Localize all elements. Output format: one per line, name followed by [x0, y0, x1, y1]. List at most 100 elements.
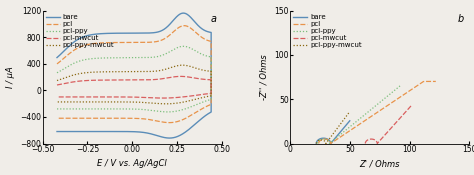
bare	[314, 142, 319, 144]
pcl-mwcut	[377, 139, 383, 142]
pcl	[182, 25, 187, 27]
pcl-mwcut	[403, 110, 409, 112]
pcl-ppy	[121, 108, 127, 110]
pcl-ppy	[387, 93, 392, 95]
pcl	[179, 25, 185, 27]
pcl-ppy-mwcut	[121, 101, 127, 103]
X-axis label: E / V vs. Ag/AgCl: E / V vs. Ag/AgCl	[97, 159, 167, 169]
pcl-mwcut	[363, 142, 368, 145]
pcl-ppy-mwcut	[86, 71, 91, 74]
pcl-ppy	[398, 84, 404, 86]
Line: pcl: pcl	[57, 26, 211, 123]
pcl-ppy	[86, 58, 91, 60]
pcl-ppy-mwcut	[347, 111, 353, 113]
bare	[166, 137, 172, 139]
pcl-mwcut	[366, 138, 372, 141]
pcl	[150, 119, 156, 121]
bare	[329, 141, 335, 143]
Line: pcl-ppy-mwcut: pcl-ppy-mwcut	[57, 65, 211, 104]
pcl-ppy-mwcut	[191, 66, 196, 68]
pcl-ppy-mwcut	[180, 64, 185, 66]
pcl-ppy	[116, 108, 122, 110]
pcl-ppy-mwcut	[313, 142, 319, 144]
bare	[181, 12, 186, 14]
pcl	[191, 29, 196, 31]
pcl-mwcut	[86, 79, 91, 82]
Legend: bare, pcl, pcl-ppy, pcl-mwcut, pcl-ppy-mwcut: bare, pcl, pcl-ppy, pcl-mwcut, pcl-ppy-m…	[292, 13, 363, 50]
bare	[54, 131, 60, 133]
pcl	[121, 117, 127, 119]
pcl-mwcut	[54, 96, 60, 98]
pcl	[54, 117, 60, 119]
bare	[86, 34, 91, 36]
pcl-ppy-mwcut	[313, 142, 319, 145]
pcl-ppy-mwcut	[150, 102, 156, 104]
pcl	[324, 138, 330, 141]
pcl-ppy-mwcut	[323, 142, 328, 145]
pcl-ppy	[191, 48, 196, 51]
pcl-ppy-mwcut	[346, 112, 352, 114]
pcl	[421, 80, 427, 82]
pcl-ppy-mwcut	[179, 64, 185, 66]
Line: bare: bare	[57, 13, 211, 138]
pcl	[166, 122, 172, 124]
pcl-mwcut	[371, 138, 376, 141]
Line: pcl-mwcut: pcl-mwcut	[57, 76, 211, 98]
pcl-ppy	[332, 138, 337, 140]
bare	[346, 121, 352, 123]
Line: pcl-ppy-mwcut: pcl-ppy-mwcut	[316, 112, 350, 144]
X-axis label: Z' / Ohms: Z' / Ohms	[359, 159, 400, 169]
pcl	[86, 43, 91, 45]
pcl	[316, 142, 321, 145]
pcl-ppy	[395, 86, 401, 89]
pcl	[319, 138, 325, 141]
pcl-mwcut	[116, 96, 122, 98]
pcl	[316, 142, 322, 144]
Line: pcl-ppy: pcl-ppy	[57, 46, 211, 112]
bare	[116, 131, 122, 133]
pcl-mwcut	[150, 97, 156, 99]
pcl-mwcut	[409, 104, 415, 106]
Line: bare: bare	[316, 121, 350, 144]
pcl-ppy-mwcut	[343, 116, 349, 118]
Y-axis label: -Z'' / Ohms: -Z'' / Ohms	[260, 54, 269, 100]
Line: pcl: pcl	[319, 81, 436, 144]
pcl-ppy	[318, 138, 324, 141]
pcl-mwcut	[179, 75, 185, 78]
pcl-ppy	[165, 111, 171, 113]
pcl-ppy	[54, 72, 60, 74]
pcl-mwcut	[54, 84, 60, 86]
pcl-mwcut	[363, 142, 368, 144]
pcl-ppy-mwcut	[320, 139, 326, 141]
bare	[121, 131, 127, 133]
bare	[313, 142, 319, 145]
pcl	[336, 137, 341, 139]
pcl-mwcut	[121, 96, 127, 98]
bare	[344, 123, 349, 125]
pcl-ppy	[327, 142, 332, 145]
pcl	[328, 142, 334, 145]
pcl-ppy-mwcut	[54, 79, 60, 82]
bare	[54, 57, 60, 59]
pcl	[416, 83, 422, 86]
bare	[179, 12, 185, 14]
pcl	[433, 80, 438, 82]
bare	[323, 138, 329, 140]
pcl-ppy	[179, 45, 185, 47]
pcl-ppy-mwcut	[116, 101, 122, 103]
bare	[150, 133, 156, 135]
pcl-ppy	[54, 108, 60, 110]
bare	[328, 142, 334, 145]
pcl-ppy	[315, 142, 320, 145]
pcl-ppy	[150, 110, 156, 112]
Line: pcl-ppy: pcl-ppy	[318, 85, 401, 144]
pcl-mwcut	[191, 77, 196, 79]
bare	[191, 19, 196, 21]
Y-axis label: I / μA: I / μA	[6, 66, 15, 88]
pcl-ppy	[323, 138, 328, 141]
pcl-ppy	[181, 45, 186, 47]
pcl-mwcut	[408, 106, 413, 108]
Line: pcl-mwcut: pcl-mwcut	[365, 105, 412, 144]
pcl	[54, 63, 60, 65]
pcl-mwcut	[178, 75, 183, 77]
